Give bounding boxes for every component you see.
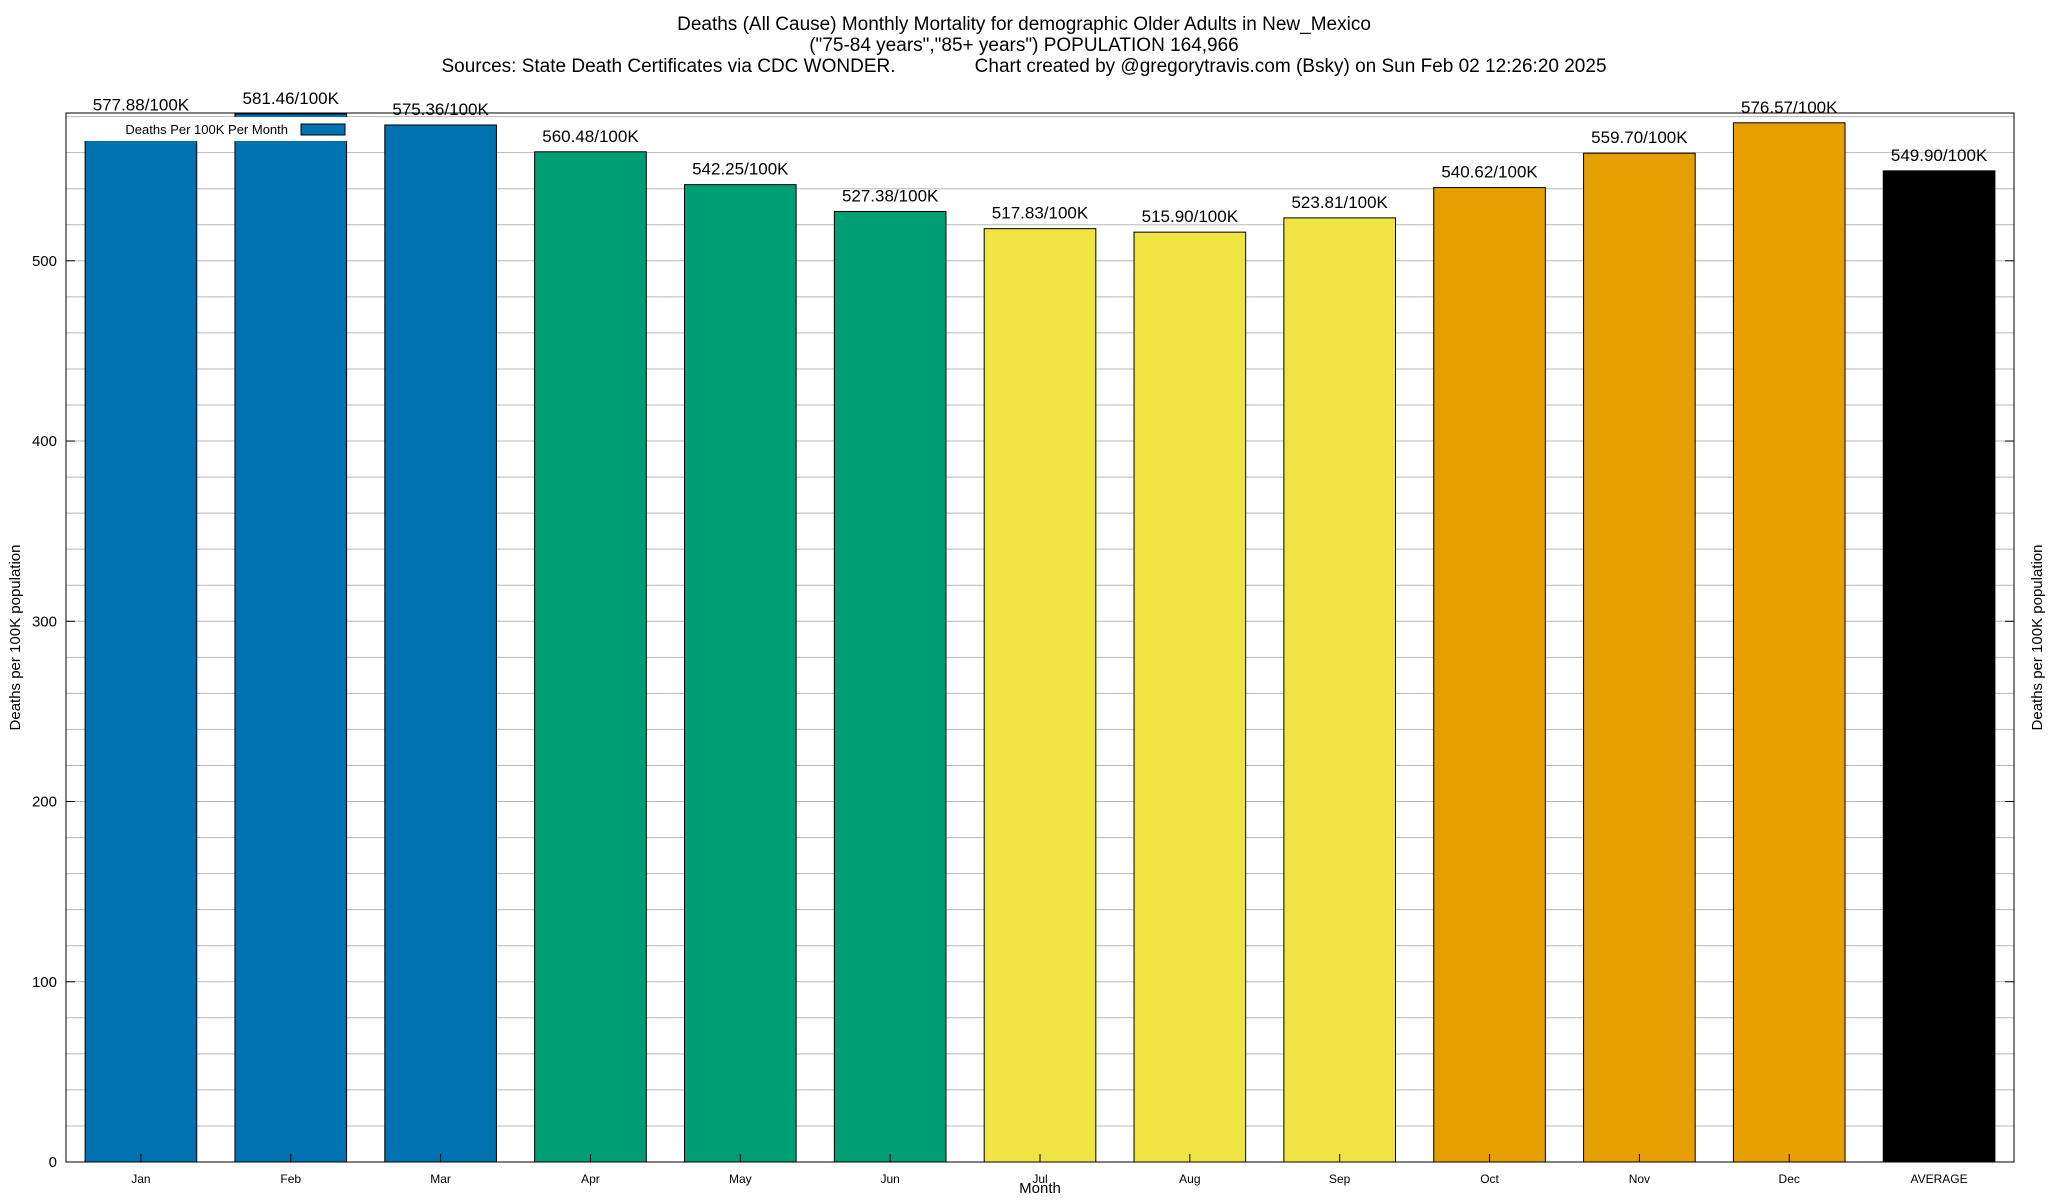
chart-source-line: Sources: State Death Certificates via CD…: [441, 56, 1607, 77]
x-tick-label-dec: Dec: [1779, 1172, 1800, 1186]
chart-title-block: Deaths (All Cause) Monthly Mortality for…: [0, 14, 2048, 77]
bar-value-label: 515.90/100K: [1142, 207, 1239, 226]
y-tick-label: 200: [32, 794, 57, 811]
x-tick-label-oct: Oct: [1480, 1172, 1499, 1186]
bar-value-label: 523.81/100K: [1291, 193, 1388, 212]
bar-value-label: 559.70/100K: [1591, 128, 1688, 147]
bar-value-label: 577.88/100K: [93, 95, 190, 114]
bar-value-label: 576.57/100K: [1741, 98, 1838, 117]
bar-jan: [84, 119, 198, 1163]
bar-mar: [384, 124, 497, 1163]
x-tick-label-jan: Jan: [131, 1172, 150, 1186]
y-tick-label: 500: [32, 253, 57, 270]
x-tick-label-jun: Jun: [880, 1172, 899, 1186]
bar-may: [683, 184, 797, 1163]
y-tick-label: 400: [32, 433, 57, 450]
bar-nov: [1583, 152, 1696, 1163]
x-tick-label-apr: Apr: [581, 1172, 600, 1186]
x-tick-label-aug: Aug: [1179, 1172, 1200, 1186]
bar-apr: [534, 151, 647, 1163]
x-tick-label-jul: Jul: [1032, 1172, 1047, 1186]
bar-value-label: 575.36/100K: [392, 100, 489, 119]
bar-jul: [983, 228, 1097, 1163]
y-axis-label-right: Deaths per 100K population: [2029, 545, 2046, 731]
y-axis-label: Deaths per 100K population: [7, 545, 24, 731]
legend-swatch: [300, 123, 346, 136]
bar-value-label: 581.46/100K: [243, 89, 340, 108]
x-axis-label: Month: [1019, 1180, 1061, 1197]
x-tick-label-mar: Mar: [430, 1172, 451, 1186]
y-tick-label: 300: [32, 613, 57, 630]
y-tick-label: 0: [49, 1154, 57, 1171]
x-tick-label-nov: Nov: [1629, 1172, 1650, 1186]
bar-value-label: 527.38/100K: [842, 186, 939, 205]
chart-subtitle: ("75-84 years","85+ years") POPULATION 1…: [809, 35, 1239, 56]
x-tick-label-feb: Feb: [280, 1172, 301, 1186]
bar-sep: [1283, 217, 1397, 1163]
bar-oct: [1433, 187, 1546, 1163]
bar-average: [1882, 170, 1996, 1163]
axes: 0 100 200 300 400 500 Jan Feb Mar Apr May Jun Jul Aug…: [7, 112, 2046, 1197]
bar-aug: [1133, 231, 1247, 1163]
chart-title: Deaths (All Cause) Monthly Mortality for…: [677, 14, 1371, 35]
bar-dec: [1732, 122, 1846, 1163]
bar-value-label: 517.83/100K: [992, 204, 1089, 223]
bar-value-label: 560.48/100K: [542, 127, 639, 146]
bar-value-label: 542.25/100K: [692, 160, 789, 179]
bar-value-labels: 577.88/100K 581.46/100K 575.36/100K 560.48/…: [93, 89, 1988, 226]
x-tick-label-sep: Sep: [1329, 1172, 1351, 1186]
bar-jun: [833, 210, 947, 1163]
bars: [84, 113, 1996, 1163]
bar-feb: [234, 113, 348, 1163]
bar-value-label: 540.62/100K: [1441, 163, 1538, 182]
x-tick-label-may: May: [729, 1172, 752, 1186]
legend: Deaths Per 100K Per Month: [78, 117, 378, 141]
x-tick-label-average: AVERAGE: [1911, 1172, 1968, 1186]
legend-label: Deaths Per 100K Per Month: [125, 122, 288, 137]
y-tick-label: 100: [32, 974, 57, 991]
bar-value-label: 549.90/100K: [1891, 146, 1988, 165]
